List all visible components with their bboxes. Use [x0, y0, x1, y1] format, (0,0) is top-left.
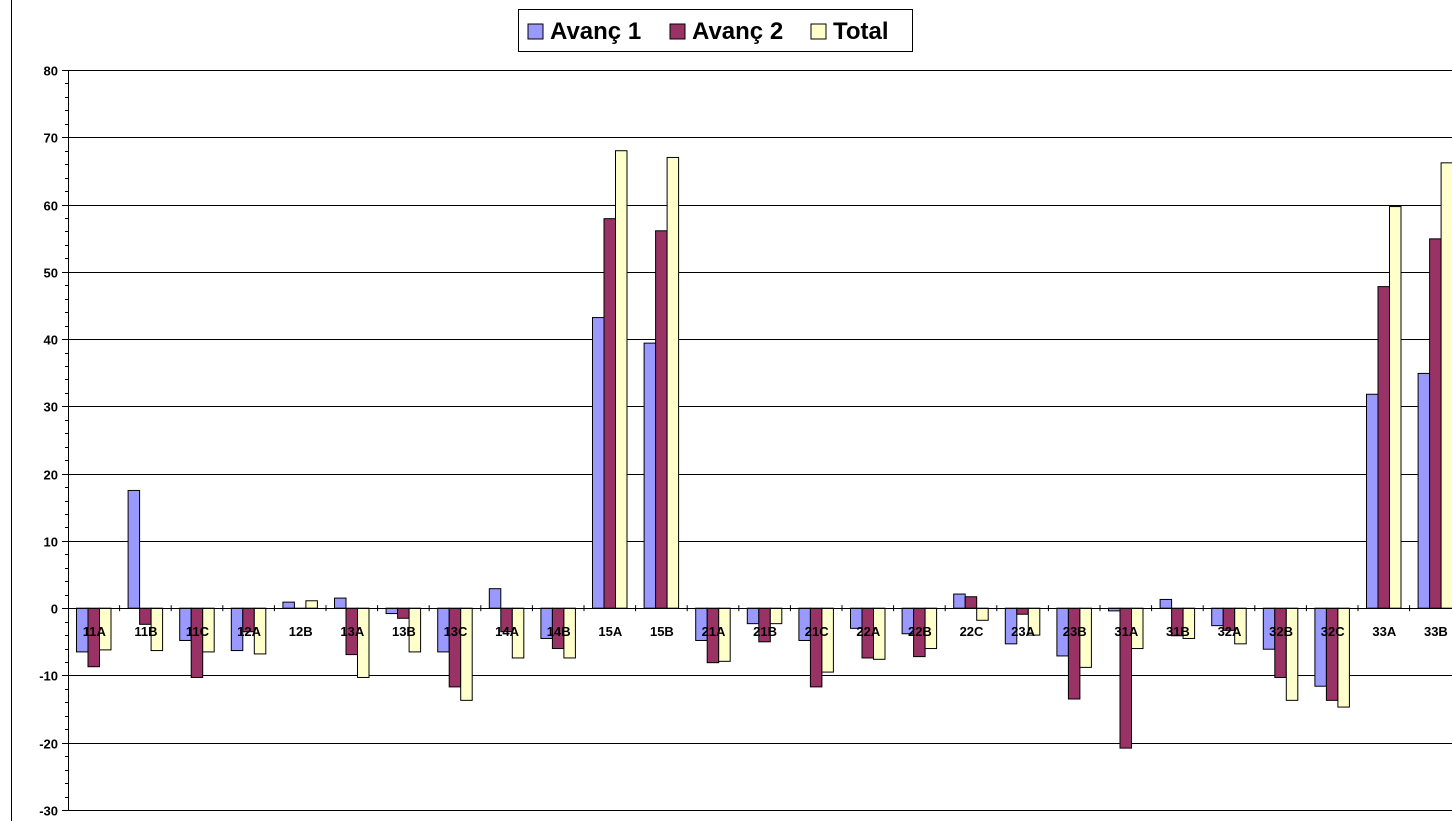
bar-avan-2-15b: [655, 230, 668, 609]
bar-total-13a: [357, 607, 370, 678]
y-tick-label: 60: [44, 199, 58, 214]
bar-avan-2-15a: [603, 218, 616, 609]
bars: [76, 150, 1452, 749]
y-tick-label: -30: [39, 804, 58, 819]
bar-avan-2-32b: [1274, 607, 1287, 678]
x-category-label: 21C: [805, 624, 829, 639]
bar-avan-1-15a: [592, 317, 605, 609]
x-category-label: 31A: [1114, 624, 1138, 639]
y-tick-label: 40: [44, 333, 58, 348]
x-category-label: 13A: [340, 624, 364, 639]
bar-avan-2-23a: [1016, 607, 1029, 615]
legend: Avanç 1 Avanç 2 Total: [518, 9, 913, 52]
bar-avan-1-12b: [282, 601, 295, 609]
bar-total-12b: [305, 600, 318, 609]
y-axis: 80 70 60 50 40 30 20 10 0 -10 -20 -30: [39, 64, 69, 819]
legend-swatch: [669, 23, 686, 40]
x-category-label: 33A: [1372, 624, 1396, 639]
bar-avan-1-15b: [643, 342, 657, 609]
x-category-label: 14A: [495, 624, 519, 639]
bar-avan-1-32c: [1314, 607, 1327, 687]
x-axis-category-labels: 11A 11B 11C 12A 12B 13A 13B 13C 14A 14B 15A 15B 21A 2…: [68, 605, 1452, 639]
bar-avan-2-13b: [397, 607, 410, 619]
bar-total-33a: [1389, 206, 1402, 609]
x-category-label: 32B: [1269, 624, 1293, 639]
bar-avan-2-21c: [809, 607, 823, 688]
legend-swatch: [527, 23, 544, 40]
bar-total-21c: [821, 607, 834, 673]
bar-avan-2-11b: [139, 607, 152, 625]
x-category-label: 15A: [598, 624, 622, 639]
y-tick-label: 10: [44, 535, 58, 550]
legend-box: [518, 9, 913, 52]
x-category-label: 22C: [960, 624, 984, 639]
x-category-label: 33B: [1424, 624, 1448, 639]
bar-avan-1-32a: [1211, 607, 1224, 627]
bar-avan-2-22c: [964, 596, 978, 609]
y-tick-label: 0: [51, 602, 58, 617]
y-tick-label: 20: [44, 468, 58, 483]
x-category-label: 15B: [650, 624, 674, 639]
bar-total-21b: [769, 607, 783, 625]
x-category-label: 12B: [289, 624, 313, 639]
y-tick-label: 30: [44, 400, 58, 415]
x-category-label: 22B: [908, 624, 932, 639]
x-category-label: 21A: [702, 624, 726, 639]
bar-avan-1-22c: [953, 593, 966, 609]
bar-total-33b: [1440, 162, 1452, 609]
bar-total-22c: [976, 607, 989, 621]
legend-label: Avanç 2: [692, 18, 783, 45]
x-category-label: 31B: [1166, 624, 1190, 639]
x-category-label: 32C: [1321, 624, 1345, 639]
x-category-label: 11C: [186, 624, 210, 639]
x-category-label: 12A: [237, 624, 261, 639]
x-category-label: 14B: [547, 624, 571, 639]
x-category-label: 23A: [1011, 624, 1035, 639]
x-category-label: 23B: [1063, 624, 1087, 639]
bar-avan-2-33b: [1429, 238, 1442, 609]
y-tick-label: 70: [44, 131, 58, 146]
bar-avan-1-21b: [746, 607, 760, 625]
y-tick-label: 50: [44, 266, 58, 281]
bar-avan-1-11b: [127, 489, 141, 609]
bar-avan-1-31b: [1159, 598, 1173, 609]
x-category-label: 21B: [753, 624, 777, 639]
bar-total-13c: [460, 607, 473, 701]
bar-total-32c: [1337, 607, 1350, 708]
legend-label: Total: [833, 18, 889, 45]
bar-avan-2-23b: [1067, 607, 1081, 700]
y-tick-label: 80: [44, 64, 58, 79]
bar-total-15b: [666, 156, 680, 609]
bar-avan-1-33b: [1417, 372, 1431, 609]
y-tick-label: -10: [39, 669, 58, 684]
x-category-label: 13B: [392, 624, 416, 639]
bar-total-32b: [1285, 607, 1299, 701]
x-category-label: 13C: [444, 624, 468, 639]
legend-label: Avanç 1: [550, 18, 641, 45]
legend-swatch: [810, 23, 827, 40]
bar-avan-1-33a: [1366, 393, 1379, 609]
bar-avan-1-13a: [334, 597, 347, 609]
bar-avan-2-33a: [1377, 286, 1390, 609]
bar-avan-2-11c: [190, 607, 204, 678]
x-category-label: 11A: [83, 624, 107, 639]
x-category-label: 32A: [1218, 624, 1242, 639]
bar-avan-2-32c: [1325, 607, 1339, 701]
y-tick-label: -20: [39, 737, 58, 752]
bar-avan-2-13c: [448, 607, 462, 688]
bar-avan-1-14a: [488, 588, 502, 609]
x-category-label: 22A: [856, 624, 880, 639]
x-category-label: 11B: [134, 624, 157, 639]
bar-total-15a: [615, 150, 628, 609]
gridlines: [68, 70, 1452, 811]
